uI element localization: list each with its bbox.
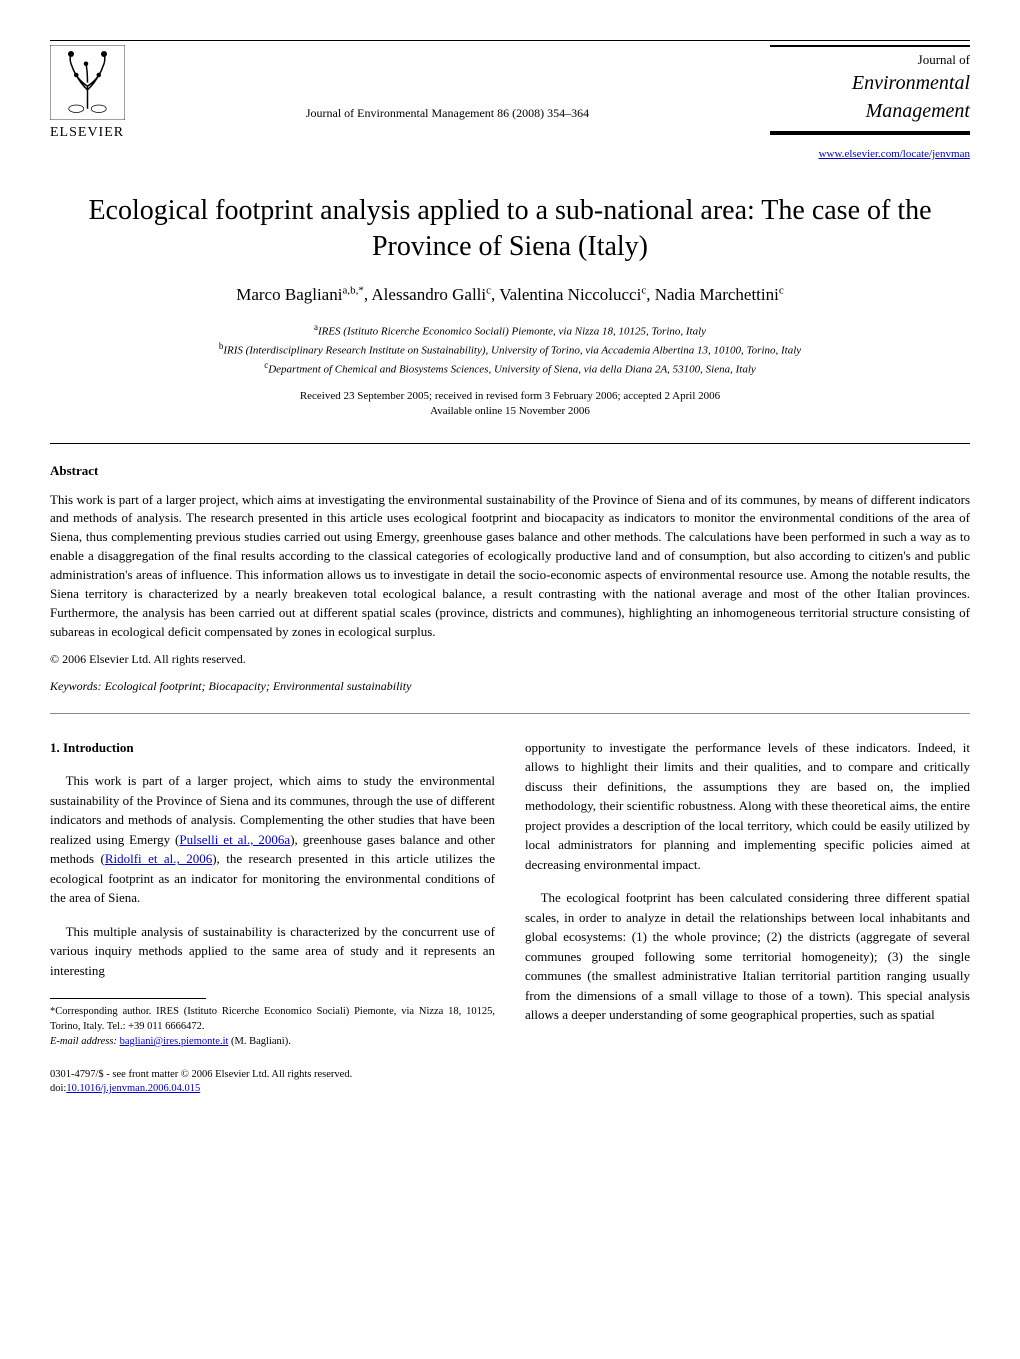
doi-link[interactable]: 10.1016/j.jenvman.2006.04.015 — [66, 1083, 200, 1094]
journal-reference: Journal of Environmental Management 86 (… — [306, 105, 589, 122]
keywords-line: Keywords: Ecological footprint; Biocapac… — [50, 678, 970, 695]
corresponding-email[interactable]: bagliani@ires.piemonte.it — [120, 1036, 229, 1047]
citation-link[interactable]: Ridolfi et al., 2006 — [105, 851, 212, 866]
elsevier-tree-icon — [50, 45, 125, 120]
keywords-values: Ecological footprint; Biocapacity; Envir… — [105, 679, 412, 693]
right-column: opportunity to investigate the performan… — [525, 738, 970, 1097]
corresponding-author-footnote: *Corresponding author. IRES (Istituto Ri… — [50, 1005, 495, 1049]
publisher-name: ELSEVIER — [50, 123, 124, 143]
body-paragraph: opportunity to investigate the performan… — [525, 738, 970, 875]
journal-title-line1: Journal of — [770, 51, 970, 69]
abstract-copyright: © 2006 Elsevier Ltd. All rights reserved… — [50, 651, 970, 668]
rule-above-abstract — [50, 443, 970, 444]
journal-title-wrap: Journal of Environmental Management www.… — [770, 45, 970, 163]
journal-title-line3: Management — [770, 97, 970, 125]
publisher-block: ELSEVIER — [50, 45, 125, 143]
journal-title-block: Journal of Environmental Management — [770, 45, 970, 135]
abstract-body: This work is part of a larger project, w… — [50, 491, 970, 642]
available-date: Available online 15 November 2006 — [50, 404, 970, 419]
journal-url[interactable]: www.elsevier.com/locate/jenvman — [770, 147, 970, 162]
email-label: E-mail address: — [50, 1036, 117, 1047]
footnote-rule — [50, 998, 206, 999]
abstract-heading: Abstract — [50, 462, 970, 480]
received-date: Received 23 September 2005; received in … — [50, 389, 970, 404]
journal-title-line2: Environmental — [770, 69, 970, 97]
doi-label: doi: — [50, 1083, 66, 1094]
article-dates: Received 23 September 2005; received in … — [50, 389, 970, 420]
citation-link[interactable]: Pulselli et al., 2006a — [179, 832, 290, 847]
body-paragraph: This work is part of a larger project, w… — [50, 771, 495, 908]
body-columns: 1. Introduction This work is part of a l… — [50, 738, 970, 1097]
rule-below-keywords — [50, 713, 970, 714]
body-paragraph: The ecological footprint has been calcul… — [525, 888, 970, 1025]
article-title: Ecological footprint analysis applied to… — [50, 193, 970, 266]
introduction-heading: 1. Introduction — [50, 738, 495, 758]
top-rule — [50, 40, 970, 41]
front-matter-meta: 0301-4797/$ - see front matter © 2006 El… — [50, 1068, 495, 1097]
footnote-correspondence: *Corresponding author. IRES (Istituto Ri… — [50, 1005, 495, 1034]
affiliations: aIRES (Istituto Ricerche Economico Socia… — [50, 321, 970, 378]
authors-list: Marco Bagliania,b,*, Alessandro Gallic, … — [50, 283, 970, 307]
body-paragraph: This multiple analysis of sustainability… — [50, 922, 495, 981]
footnote-email-line: E-mail address: bagliani@ires.piemonte.i… — [50, 1035, 495, 1050]
issn-copyright: 0301-4797/$ - see front matter © 2006 El… — [50, 1068, 495, 1083]
doi-line: doi:10.1016/j.jenvman.2006.04.015 — [50, 1082, 495, 1097]
email-suffix: (M. Bagliani). — [231, 1036, 291, 1047]
header-row: ELSEVIER Journal of Environmental Manage… — [50, 45, 970, 163]
left-column: 1. Introduction This work is part of a l… — [50, 738, 495, 1097]
keywords-label: Keywords: — [50, 679, 102, 693]
